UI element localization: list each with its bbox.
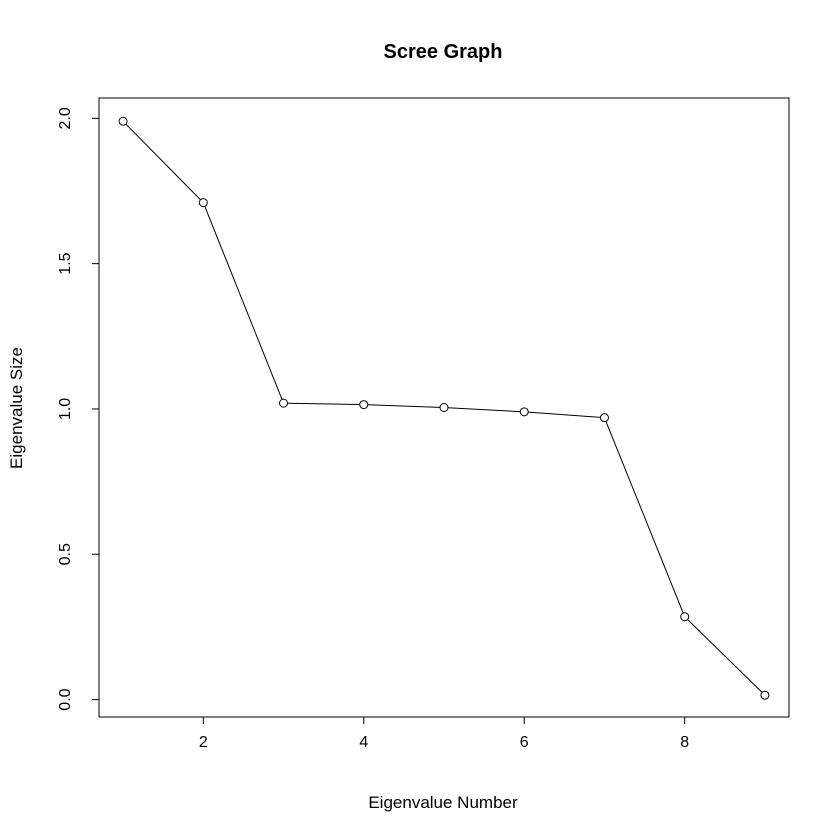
series-line-segment [528, 411, 601, 418]
data-point [760, 690, 770, 700]
series-line-segment [204, 206, 283, 400]
series-line-segment [605, 421, 684, 614]
y-tick-label: 0.5 [57, 543, 74, 565]
x-axis-label: Eigenvalue Number [368, 793, 518, 812]
data-point [198, 198, 208, 208]
plot-frame [98, 97, 790, 718]
y-tick-label: 1.0 [57, 398, 74, 420]
data-point [439, 403, 449, 412]
data-point [519, 407, 529, 417]
series-line-segment [287, 402, 360, 406]
series-line-segment [367, 404, 441, 408]
x-tick-label: 6 [520, 734, 529, 751]
series-line-segment [687, 619, 763, 693]
series-line-segment [447, 407, 521, 413]
x-tick-label: 4 [359, 734, 368, 751]
x-tick-label: 8 [680, 734, 689, 751]
y-tick-label: 0.0 [57, 688, 74, 710]
y-axis-label: Eigenvalue Size [7, 347, 26, 469]
data-point [118, 116, 128, 126]
x-tick-label: 2 [199, 734, 208, 751]
y-axis: 0.0 0.5 1.0 1.5 2.0 [57, 107, 100, 711]
data-point [279, 398, 289, 408]
data-point [359, 400, 369, 410]
chart-title: Scree Graph [384, 41, 503, 63]
data-point [599, 413, 609, 423]
y-tick-label: 2.0 [57, 107, 74, 129]
data-point [680, 612, 690, 622]
data-series [118, 116, 770, 700]
series-line-segment [125, 123, 201, 201]
x-axis: 2 4 6 8 [199, 716, 689, 751]
y-tick-label: 1.5 [57, 252, 74, 274]
